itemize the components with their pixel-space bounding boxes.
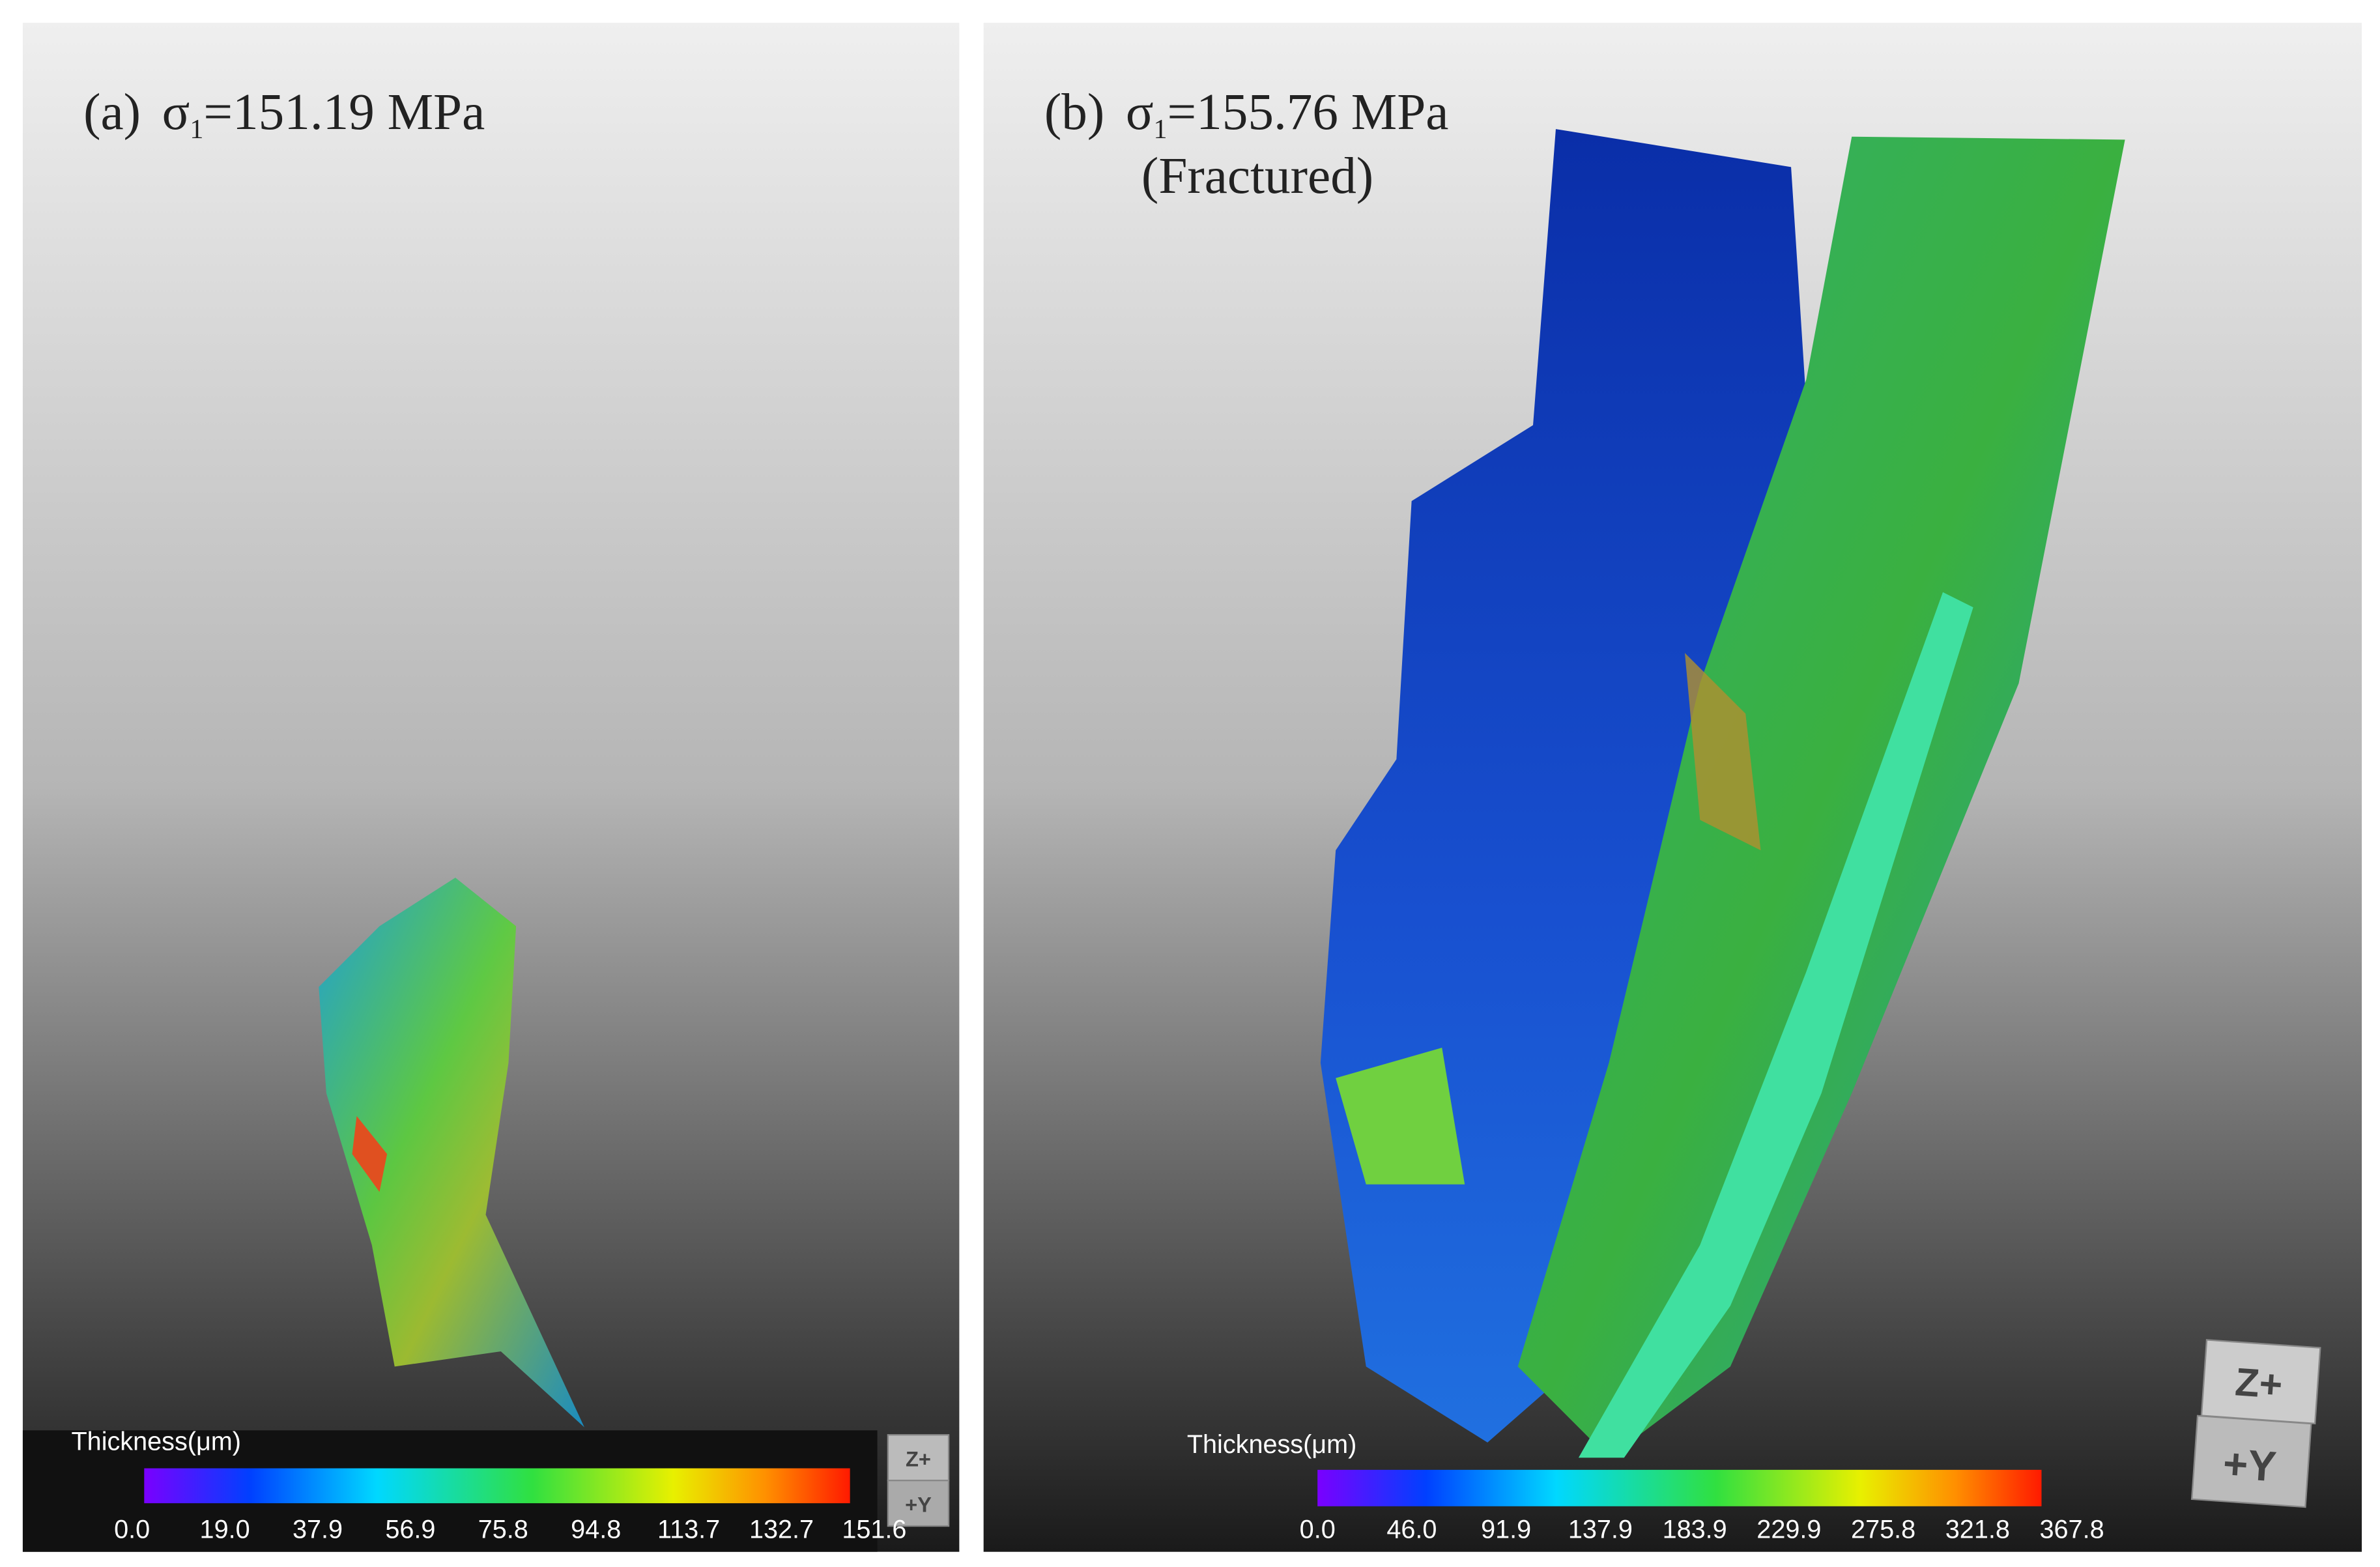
fracture-render (1517, 136, 2125, 1458)
fracture-patch (1684, 653, 1761, 851)
fracture-hotspot (352, 1115, 388, 1192)
fracture-render (319, 877, 584, 1428)
axis-label: Z+ (2233, 1359, 2284, 1407)
colorbar-tick-label: 229.9 (1756, 1516, 1821, 1544)
colorbar-tick-label: 91.9 (1481, 1516, 1531, 1544)
colorbar-tick-label: 19.0 (200, 1516, 250, 1544)
colorbar-title: Thickness(μm) (1187, 1430, 1356, 1459)
axis-cube (887, 1434, 950, 1527)
axis-label: +Y (905, 1492, 932, 1516)
axis-label: Z+ (906, 1446, 931, 1471)
stress-symbol: σ (162, 83, 190, 141)
stress-value: =151.19 MPa (203, 83, 485, 141)
stress-value: =155.76 MPa (1168, 83, 1449, 141)
panel-label: (b) (1044, 83, 1104, 141)
colorbar-tick-label: 113.7 (657, 1516, 720, 1544)
fracture-patch (1336, 1047, 1465, 1185)
colorbar-tick-label: 46.0 (1386, 1516, 1437, 1544)
stress-subscript: 1 (190, 115, 203, 145)
panel-label: (a) (83, 83, 141, 141)
colorbar-tick-label: 367.8 (2040, 1516, 2104, 1544)
stress-symbol: σ (1126, 83, 1154, 141)
stress-subscript: 1 (1154, 115, 1168, 145)
colorbar (144, 1468, 850, 1504)
panel-note: (Fractured) (1141, 147, 1373, 205)
axis-cube (2190, 1339, 2321, 1508)
panel-title: (a) σ1=151.19 MPa (83, 83, 485, 145)
axis-label: +Y (2222, 1439, 2278, 1491)
colorbar-title: Thickness(μm) (71, 1428, 240, 1456)
colorbar-tick-label: 137.9 (1568, 1516, 1633, 1544)
colorbar-tick-label: 75.8 (478, 1516, 528, 1544)
colorbar-tick-label: 56.9 (385, 1516, 435, 1544)
colorbar-tick-label: 37.9 (293, 1516, 343, 1544)
colorbar-tick-label: 132.7 (749, 1516, 814, 1544)
colorbar-tick-label: 0.0 (1300, 1516, 1336, 1544)
colorbar-tick-label: 151.6 (842, 1516, 906, 1544)
colorbar-tick-label: 321.8 (1945, 1516, 2010, 1544)
panel-title: (b) σ1=155.76 MPa (1044, 83, 1449, 145)
fracture-band (1578, 592, 1973, 1458)
colorbar-tick-label: 94.8 (571, 1516, 621, 1544)
colorbar (1317, 1469, 2042, 1506)
colorbar-tick-label: 275.8 (1851, 1516, 1915, 1544)
colorbar-tick-label: 183.9 (1663, 1516, 1727, 1544)
colorbar-tick-label: 0.0 (114, 1516, 150, 1544)
